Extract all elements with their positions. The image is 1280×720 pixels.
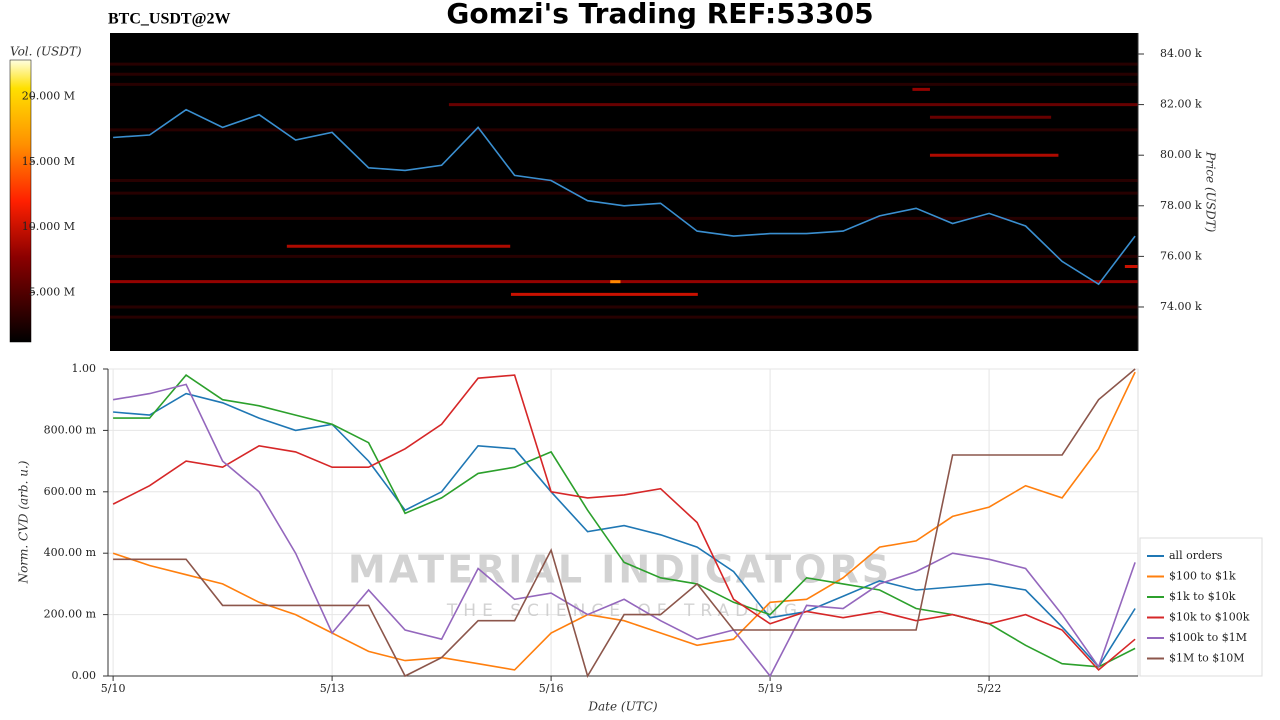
legend-label: all orders xyxy=(1169,549,1223,562)
x-tick-label: 5/22 xyxy=(977,682,1002,695)
y-tick-label: 800.00 m xyxy=(44,423,97,436)
subtitle: BTC_USDT@2W xyxy=(108,11,230,28)
y-tick-label: 84.00 k xyxy=(1160,47,1202,60)
y-tick-label: 80.00 k xyxy=(1160,148,1202,161)
series-line xyxy=(113,392,1136,669)
x-axis-label: Date (UTC) xyxy=(587,700,657,714)
y-tick-label: 0.00 xyxy=(72,669,97,682)
legend-label: $100k to $1M xyxy=(1169,631,1247,644)
y-axis-label: Norm. CVD (arb. u.) xyxy=(17,460,31,584)
watermark: MATERIAL INDICATORS xyxy=(348,548,892,592)
x-tick-label: 5/19 xyxy=(758,682,783,695)
colorbar-tick-label: 5.000 M xyxy=(29,285,75,298)
x-tick-label: 5/10 xyxy=(101,682,126,695)
legend-label: $10k to $100k xyxy=(1169,611,1250,624)
price-line xyxy=(113,108,1136,286)
colorbar xyxy=(9,59,32,343)
y-tick-label: 74.00 k xyxy=(1160,300,1202,313)
colorbar-tick-label: 20.000 M xyxy=(22,90,75,103)
colorbar-tick-label: 10.000 M xyxy=(22,220,75,233)
series-line xyxy=(112,371,1136,671)
series-line xyxy=(112,374,1136,672)
legend-box xyxy=(1139,537,1263,677)
y-tick-label: 76.00 k xyxy=(1160,249,1202,262)
series-line xyxy=(113,368,1136,678)
legend-label: $1k to $10k xyxy=(1169,590,1236,603)
legend-label: $100 to $1k xyxy=(1169,570,1236,583)
y-axis-label: Price (USDT) xyxy=(1204,151,1218,233)
y-tick-label: 82.00 k xyxy=(1160,98,1202,111)
colorbar-tick-label: 15.000 M xyxy=(22,155,75,168)
chart-title: Gomzi's Trading REF:53305 xyxy=(446,0,873,30)
series-line xyxy=(112,383,1136,678)
colorbar-label: Vol. (USDT) xyxy=(10,45,82,59)
watermark: THE SCIENCE OF TRADING xyxy=(446,601,803,621)
y-tick-label: 200.00 m xyxy=(44,608,97,621)
y-tick-label: 600.00 m xyxy=(44,485,97,498)
y-tick-label: 400.00 m xyxy=(44,546,97,559)
y-tick-label: 1.00 xyxy=(72,362,97,375)
legend-label: $1M to $10M xyxy=(1169,652,1245,665)
x-tick-label: 5/16 xyxy=(539,682,564,695)
plot-area xyxy=(107,368,1139,677)
y-tick-label: 78.00 k xyxy=(1160,199,1202,212)
x-tick-label: 5/13 xyxy=(320,682,345,695)
